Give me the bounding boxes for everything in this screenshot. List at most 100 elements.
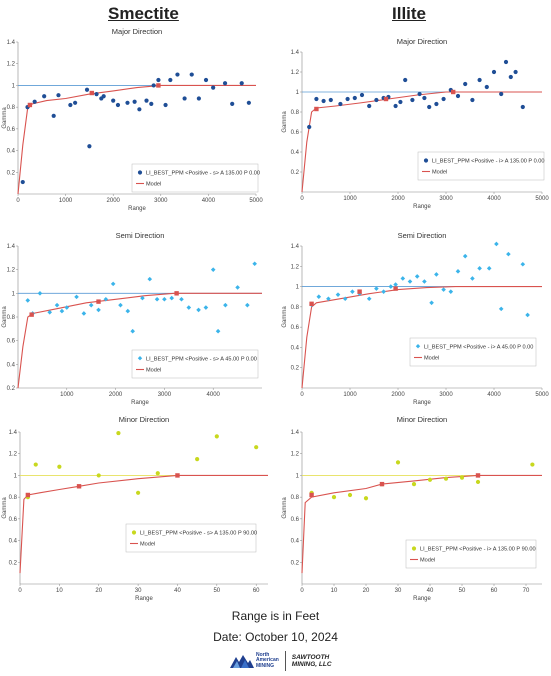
- data-point: [20, 179, 25, 185]
- x-tick-label: 20: [363, 588, 370, 594]
- data-point: [316, 294, 322, 300]
- data-point: [400, 276, 406, 281]
- chart-title: Minor Direction: [119, 415, 169, 424]
- data-point: [475, 479, 481, 485]
- legend-box: [405, 539, 537, 569]
- model-curve: [17, 292, 262, 389]
- data-point: [486, 266, 492, 271]
- model-marker: [27, 102, 33, 108]
- x-tick-label: 30: [395, 588, 402, 594]
- y-tick-label: 0.8: [7, 315, 16, 321]
- x-axis-label: Range: [413, 204, 431, 210]
- model-marker: [76, 484, 82, 489]
- legend-box: [417, 151, 545, 181]
- data-point: [513, 69, 518, 75]
- mountain-icon: [230, 655, 254, 668]
- data-point: [37, 291, 43, 296]
- data-point: [149, 101, 154, 106]
- data-point: [366, 296, 372, 302]
- y-tick-label: 1.2: [291, 452, 300, 458]
- range-note: Range is in Feet: [231, 609, 320, 623]
- x-tick-label: 1000: [343, 196, 357, 202]
- legend-series-marker: [137, 170, 143, 175]
- x-tick-label: 1000: [60, 392, 74, 398]
- data-point: [56, 93, 61, 98]
- x-tick-label: 1000: [343, 392, 357, 398]
- y-tick-label: 1: [14, 473, 18, 479]
- data-point: [503, 59, 509, 65]
- data-point: [111, 98, 116, 103]
- data-point: [137, 107, 142, 112]
- sawtooth-mining-logo: SAWTOOTH MINING, LLC: [291, 654, 332, 668]
- legend-series-label: LI_BEST_PPM <Positive - s> A 45.00 P 0.0…: [146, 357, 257, 363]
- y-tick-label: 0.2: [291, 366, 300, 372]
- data-point: [74, 294, 79, 300]
- y-tick-label: 0.6: [291, 517, 300, 523]
- legend-series-label: LI_BEST_PPM <Positive - i> A 135.00 P 90…: [420, 547, 536, 553]
- data-point: [125, 100, 130, 105]
- data-point: [254, 445, 259, 450]
- x-tick-label: 3000: [439, 196, 453, 202]
- data-point: [491, 69, 497, 75]
- x-tick-label: 1000: [59, 198, 73, 204]
- y-tick-label: 1.4: [291, 430, 300, 436]
- model-marker: [175, 473, 180, 478]
- data-point: [530, 462, 535, 467]
- company-logos: North American MINING SAWTOOTH MINING, L…: [230, 649, 332, 673]
- legend-box: [131, 163, 259, 193]
- model-marker: [383, 96, 389, 102]
- data-point: [151, 83, 156, 88]
- data-point: [33, 462, 38, 467]
- data-point: [411, 482, 417, 487]
- data-point: [211, 85, 216, 90]
- chart-svg: Minor Direction 0.2 0.4 0.6 0.8 1 1.2 1.4 0 10 20 3…: [2, 415, 268, 602]
- model-marker: [174, 291, 179, 296]
- model-marker: [309, 492, 314, 498]
- data-point: [81, 311, 87, 316]
- x-tick-label: 30: [135, 588, 142, 594]
- y-tick-label: 0.6: [291, 130, 300, 136]
- data-point: [252, 261, 257, 267]
- x-tick-label: 3000: [154, 198, 168, 204]
- y-tick-label: 0.2: [7, 170, 16, 176]
- data-point: [393, 103, 398, 109]
- legend-series-label: LI_BEST_PPM <Positive - s> A 135.00 P 0.…: [146, 171, 260, 177]
- data-point: [477, 266, 482, 271]
- data-point: [115, 102, 121, 108]
- y-tick-label: 1.4: [291, 50, 300, 56]
- chart-title: Major Direction: [112, 27, 162, 36]
- data-point: [326, 296, 331, 302]
- chart-smectite-major: Major Direction 0.2 0.4 0.6 0.8 1 1.2 1.4 0 1000 2…: [0, 24, 270, 212]
- x-tick-label: 70: [523, 588, 530, 594]
- y-tick-label: 1: [296, 473, 300, 479]
- x-axis-label: Range: [131, 400, 149, 406]
- chart-svg: Major Direction 0.2 0.4 0.6 0.8 1 1.2 1.4 0 1000 2…: [2, 27, 263, 212]
- chart-legend: LI_BEST_PPM <Positive - s> A 135.00 P 0.…: [131, 163, 260, 193]
- data-point: [455, 93, 461, 99]
- model-marker: [89, 90, 94, 96]
- data-point: [155, 471, 160, 476]
- model-curve: [301, 286, 542, 389]
- chart-title: Semi Direction: [398, 231, 447, 240]
- x-tick-label: 0: [16, 198, 20, 204]
- y-tick-label: 0.4: [291, 345, 300, 351]
- model-marker: [357, 289, 362, 294]
- data-point: [345, 96, 350, 102]
- x-tick-label: 5000: [535, 196, 549, 202]
- data-point: [462, 253, 468, 259]
- data-point: [328, 97, 333, 103]
- legend-series-label: LI_BEST_PPM <Positive - s> A 135.00 P 90…: [140, 531, 257, 537]
- model-marker: [156, 83, 161, 88]
- data-point: [395, 460, 401, 465]
- data-point: [32, 99, 37, 104]
- data-point: [94, 92, 99, 97]
- data-point: [477, 77, 482, 83]
- chart-svg: Semi Direction 0.2 0.4 0.6 0.8 1 1.2 1.4 0 1000 20…: [282, 231, 549, 406]
- legend-model-label: Model: [432, 170, 447, 176]
- data-point: [506, 251, 511, 257]
- chart-svg: Major Direction 0.2 0.4 0.6 0.8 1 1.2 1.4 0 1000 2…: [282, 37, 549, 210]
- legend-box: [131, 349, 259, 379]
- model-marker: [25, 492, 31, 498]
- y-tick-label: 0.4: [291, 539, 300, 545]
- x-axis-label: Range: [413, 596, 431, 602]
